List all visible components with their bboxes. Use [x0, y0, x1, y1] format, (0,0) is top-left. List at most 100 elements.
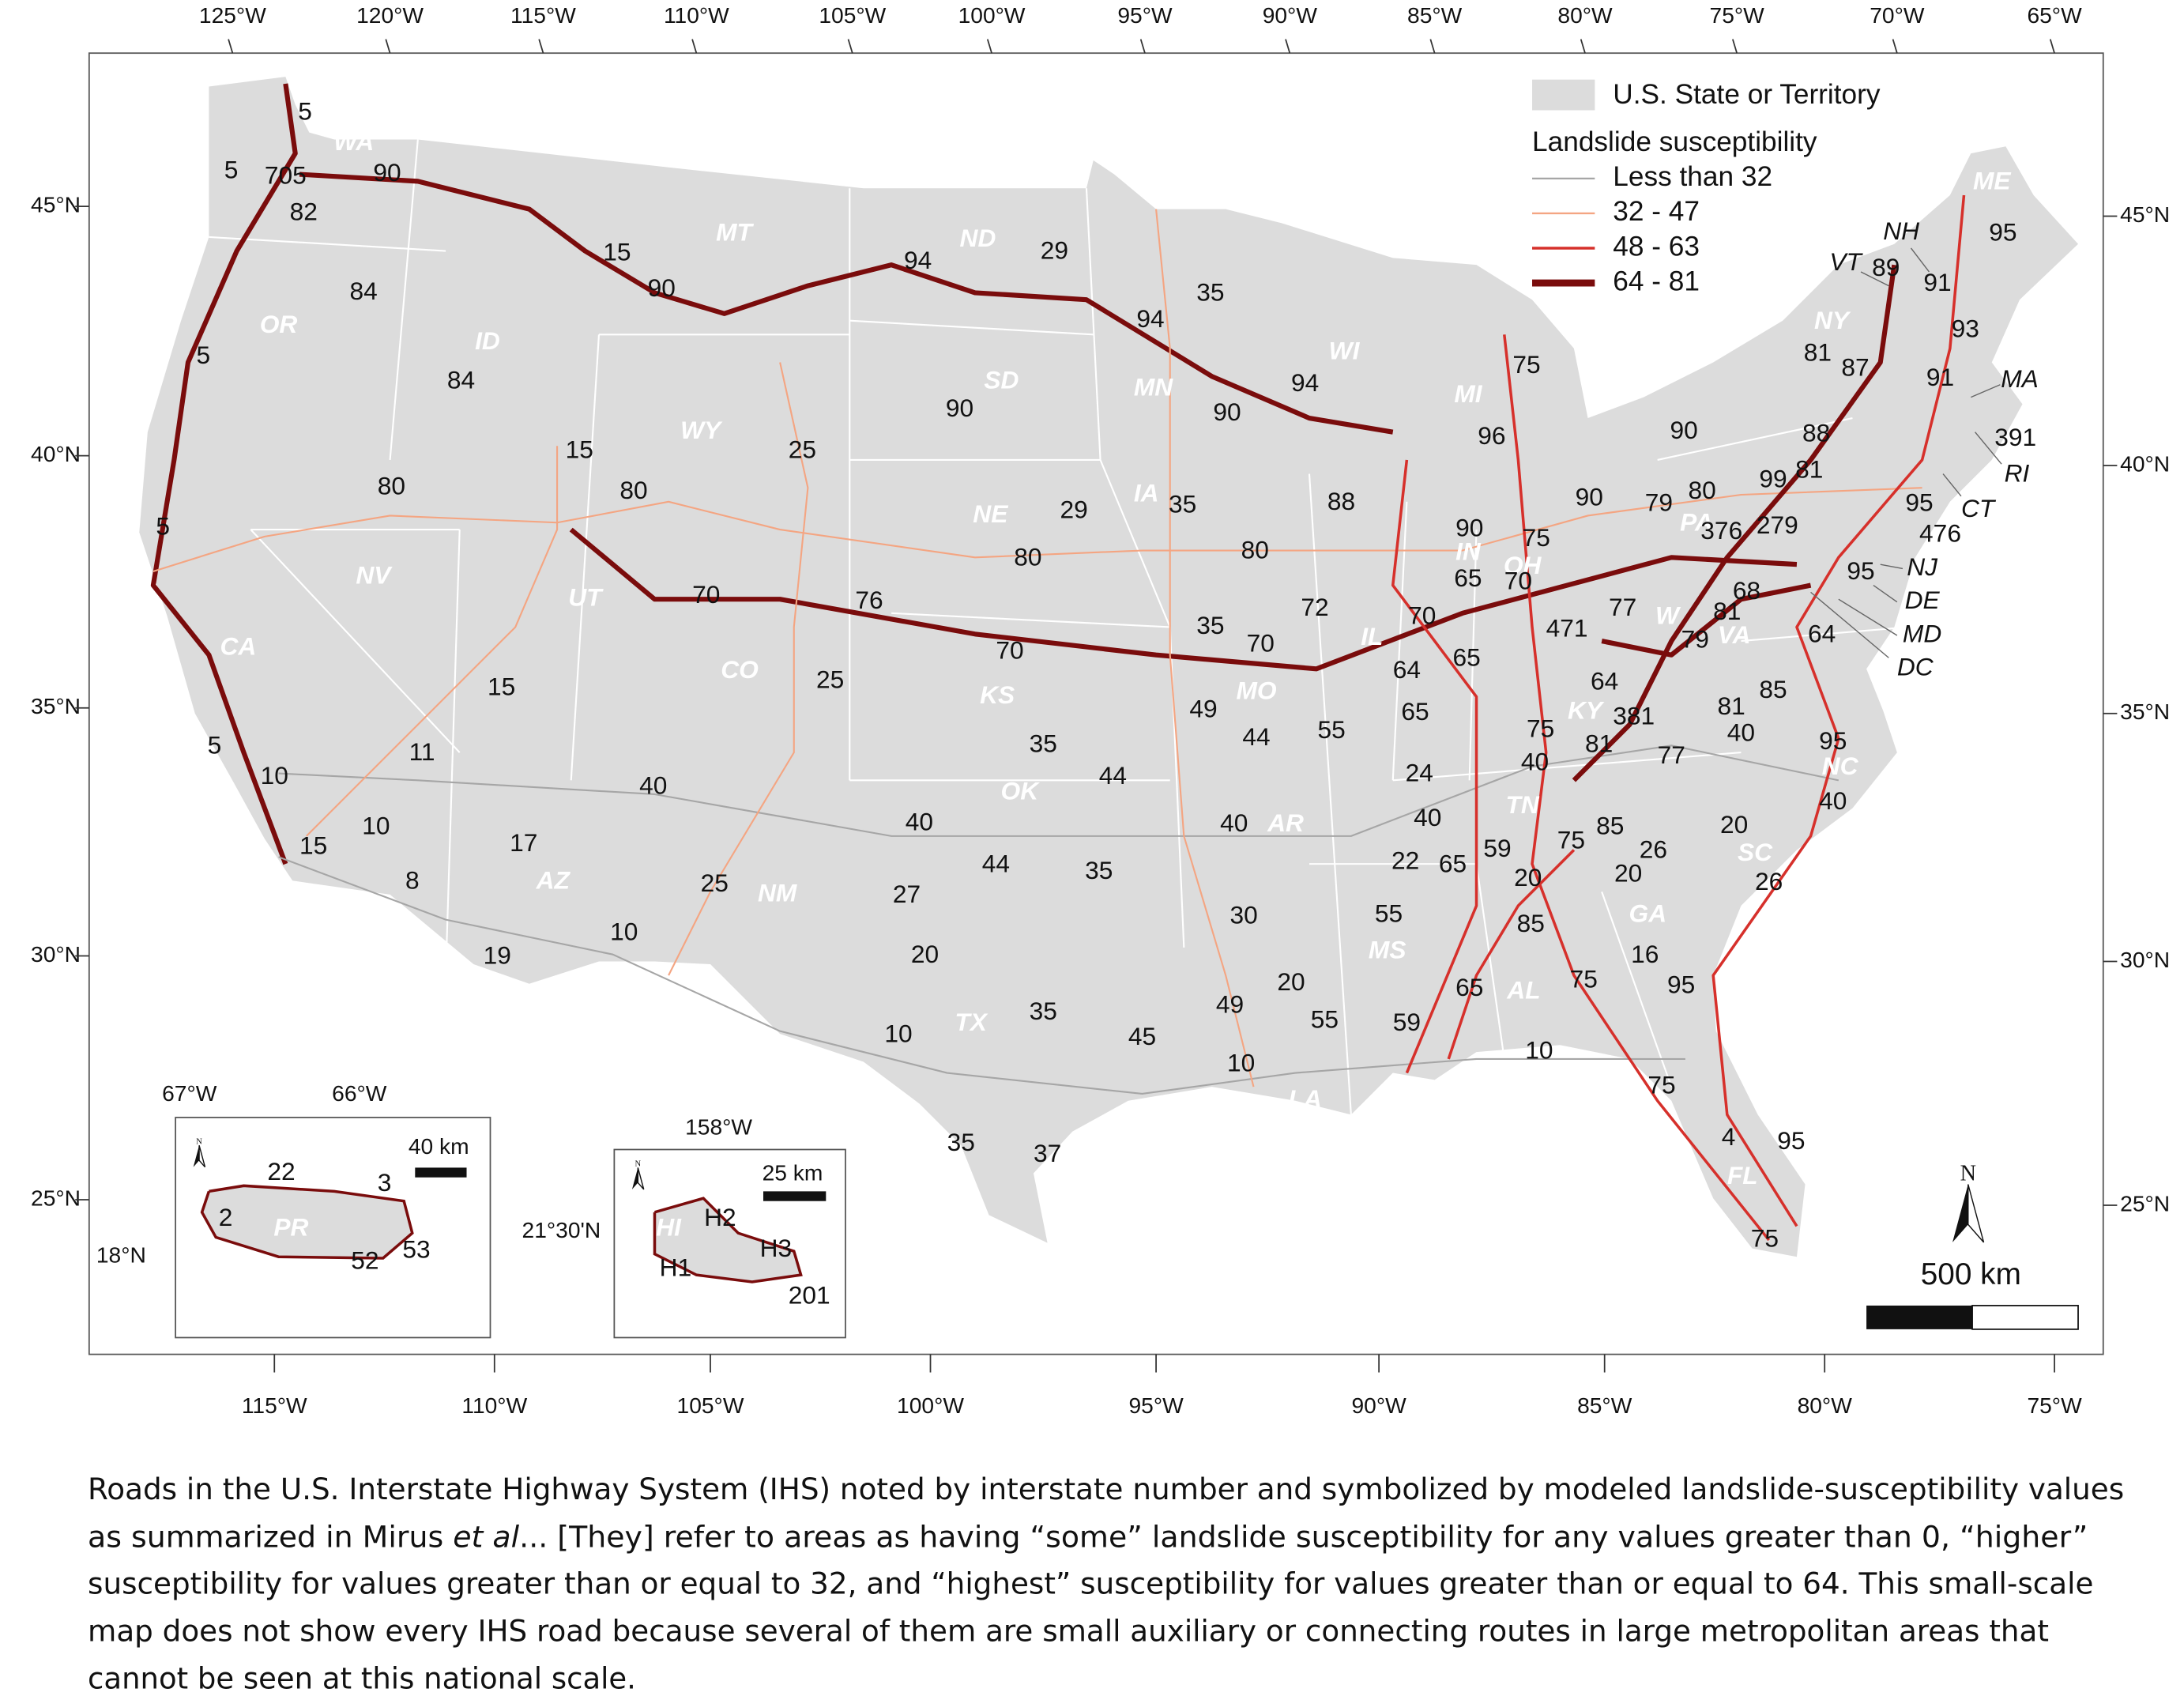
state-label: OK	[1001, 777, 1041, 805]
highway-label: 80	[378, 472, 405, 500]
state-label: KS	[980, 680, 1015, 709]
highway-label: 90	[373, 158, 401, 187]
inset-highway-label: H2	[704, 1203, 736, 1231]
highway-label: 55	[1311, 1005, 1339, 1034]
highway-label: 81	[1585, 729, 1613, 758]
highway-label: 68	[1733, 576, 1760, 605]
interstate-road	[1572, 264, 1897, 782]
top-axis-label: 100°W	[958, 2, 1026, 28]
inset-scale-label: 25 km	[763, 1160, 823, 1185]
highway-label: 8	[405, 865, 420, 894]
frame-tick	[228, 39, 234, 54]
highway-label: 35	[947, 1128, 975, 1156]
top-axis-label: 65°W	[2027, 2, 2082, 28]
frame-tick	[691, 39, 698, 54]
highway-label: 77	[1658, 741, 1685, 769]
highway-label: 10	[610, 918, 638, 946]
highway-label: 65	[1401, 697, 1429, 726]
highway-label: 49	[1216, 989, 1244, 1018]
legend-label: Less than 32	[1613, 161, 1772, 192]
highway-label: 95	[1989, 218, 2016, 247]
highway-label: 59	[1483, 834, 1511, 862]
inset-land	[654, 1198, 801, 1282]
interstate-road	[1391, 459, 1478, 1074]
state-border	[1741, 626, 1909, 643]
state-label: VA	[1718, 620, 1751, 649]
interstate-road	[278, 856, 1685, 1095]
highway-label: 40	[1414, 803, 1441, 831]
state-border	[250, 529, 461, 753]
inset-longitude-label: 158°W	[685, 1114, 752, 1140]
highway-label: 20	[1720, 810, 1748, 839]
right-axis-label: 35°N	[2120, 699, 2170, 724]
highway-label: 476	[1919, 518, 1961, 547]
north-arrow	[198, 1145, 206, 1168]
highway-label: 10	[261, 761, 288, 790]
highway-label: 15	[488, 672, 515, 700]
caption-line: Roads in the U.S. Interstate Highway Sys…	[88, 1472, 2124, 1506]
highway-label: 44	[1099, 761, 1127, 790]
state-label: PA	[1680, 507, 1713, 536]
highway-label: 76	[855, 586, 883, 614]
highway-label: 85	[1517, 909, 1545, 937]
highway-label: 35	[1030, 729, 1057, 758]
highway-label: 5	[208, 730, 222, 759]
right-axis-label: 45°N	[2120, 202, 2170, 227]
left-axis-label: 40°N	[31, 441, 81, 466]
highway-label: 381	[1613, 701, 1655, 729]
highway-label: 75	[1751, 1223, 1779, 1252]
leader-line	[1838, 598, 1898, 636]
inset-road	[200, 1184, 414, 1260]
highway-label: 20	[911, 940, 939, 968]
highway-label: 29	[1060, 496, 1087, 524]
highway-label: 95	[1667, 971, 1695, 999]
highway-label: 16	[1631, 940, 1659, 968]
highway-label: 30	[1229, 900, 1257, 929]
highway-label: 85	[1759, 675, 1787, 703]
highway-label: 27	[893, 880, 921, 908]
highway-label: 376	[1700, 516, 1742, 545]
highway-label: 26	[1640, 835, 1667, 864]
highway-label: 35	[1196, 278, 1224, 307]
interstate-road	[299, 172, 1394, 435]
highway-label: 55	[1375, 899, 1403, 928]
state-label: MN	[1134, 372, 1173, 401]
bottom-axis-label: 80°W	[1798, 1393, 1853, 1418]
state-label: LA	[1289, 1084, 1322, 1113]
highway-label: 15	[299, 831, 327, 859]
north-arrow	[1967, 1184, 1985, 1243]
highway-label: 25	[701, 869, 729, 897]
highway-label: 70	[1247, 629, 1275, 658]
inset-highway-label: 22	[267, 1157, 295, 1185]
highway-label: 19	[484, 941, 511, 970]
north-arrow	[631, 1167, 638, 1189]
interstate-road	[1447, 849, 1576, 1060]
highway-label: 471	[1546, 613, 1588, 642]
north-label: N	[196, 1137, 202, 1146]
highway-label: 40	[906, 807, 933, 835]
highway-label: 44	[982, 849, 1010, 877]
bottom-axis-label: 90°W	[1352, 1393, 1407, 1418]
highway-label: 90	[1455, 513, 1483, 541]
state-label: WI	[1329, 337, 1361, 365]
state-border	[1601, 891, 1673, 1087]
highway-label: 77	[1609, 593, 1636, 621]
inset-highway-label: 52	[351, 1246, 378, 1275]
top-axis-label: 95°W	[1117, 2, 1173, 28]
right-axis-label: 30°N	[2120, 947, 2170, 972]
state-border	[570, 334, 601, 781]
state-label: OH	[1504, 551, 1542, 579]
left-axis-label: 45°N	[31, 192, 81, 217]
state-border	[389, 139, 419, 461]
interstate-road	[153, 487, 1922, 572]
state-border	[1657, 417, 1853, 461]
highway-label: 79	[1681, 624, 1709, 653]
caption-line: cannot be seen at this national scale.	[88, 1662, 636, 1696]
state-label: TN	[1506, 790, 1540, 819]
frame-tick	[1139, 39, 1146, 54]
small-state-label: RI	[2005, 459, 2030, 488]
inset-scale-bar	[763, 1191, 827, 1201]
highway-label: 59	[1393, 1008, 1421, 1036]
bottom-axis-label: 85°W	[1577, 1393, 1632, 1418]
